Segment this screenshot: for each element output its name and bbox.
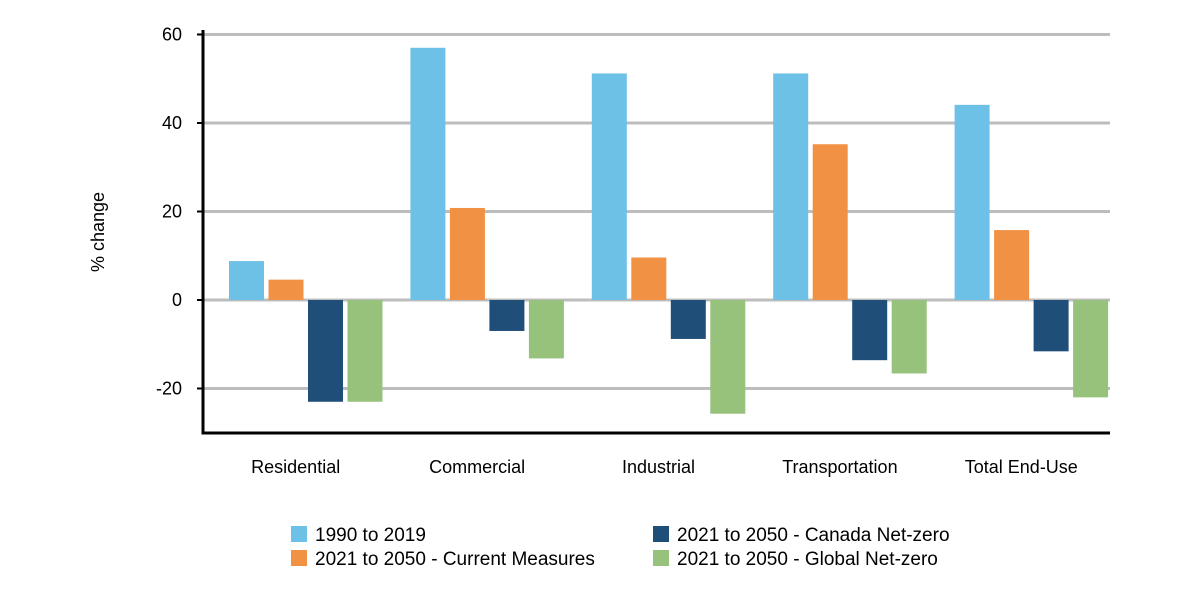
y-tick-label: 20: [162, 202, 182, 222]
bars: [229, 47, 1109, 414]
bar: [994, 230, 1030, 300]
legend-entry: 2021 to 2050 - Canada Net-zero: [677, 525, 950, 546]
axes: [197, 30, 1110, 435]
y-tick-label: -20: [156, 379, 182, 399]
y-axis-tick-labels: 60 40 20 0 -20: [156, 25, 182, 399]
bar: [631, 257, 667, 300]
y-axis-label: % change: [88, 192, 108, 272]
legend-entry: 2021 to 2050 - Current Measures: [315, 549, 595, 570]
bar: [670, 300, 706, 339]
legend-swatch: [291, 550, 307, 566]
bar: [449, 207, 485, 300]
category-label: Residential: [251, 457, 340, 477]
legend-swatch: [291, 526, 307, 542]
category-label: Commercial: [429, 457, 525, 477]
bar: [852, 300, 888, 361]
bar: [410, 47, 446, 301]
bar: [489, 300, 525, 331]
bar: [710, 300, 746, 414]
bar: [812, 144, 848, 300]
bar: [1073, 300, 1109, 398]
bar: [591, 73, 627, 300]
bar: [1033, 300, 1069, 352]
bar: [229, 261, 264, 300]
bar: [891, 300, 927, 374]
legend: 1990 to 2019 2021 to 2050 - Current Measu…: [291, 525, 950, 570]
legend-swatch: [653, 526, 669, 542]
legend-swatch: [653, 550, 669, 566]
y-tick-label: 0: [172, 290, 182, 310]
bar: [308, 300, 343, 402]
category-label: Industrial: [622, 457, 695, 477]
category-label: Total End-Use: [965, 457, 1078, 477]
y-tick-label: 60: [162, 25, 182, 45]
category-labels: Residential Commercial Industrial Transport…: [251, 457, 1078, 477]
legend-entry: 2021 to 2050 - Global Net-zero: [677, 549, 938, 570]
legend-entry: 1990 to 2019: [315, 525, 426, 546]
bar: [268, 279, 304, 300]
bar: [347, 300, 383, 402]
category-label: Transportation: [782, 457, 897, 477]
bar: [528, 300, 564, 359]
bar: [954, 104, 990, 300]
bar: [773, 73, 809, 300]
y-tick-label: 40: [162, 113, 182, 133]
